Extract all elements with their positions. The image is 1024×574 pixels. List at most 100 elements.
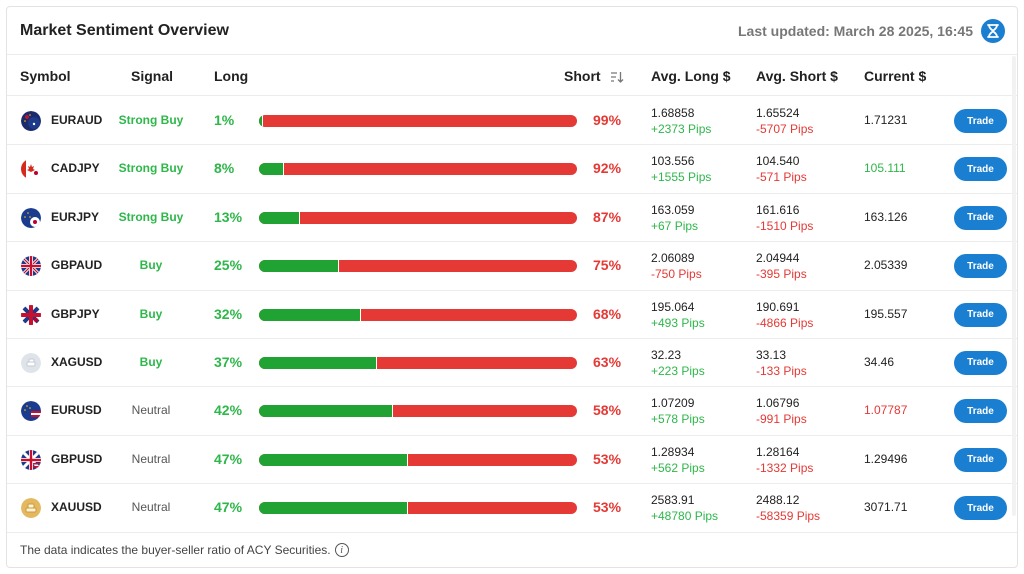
signal-label: Strong Buy <box>118 113 184 127</box>
col-short[interactable]: Short <box>564 68 624 84</box>
avg-long-pips: +493 Pips <box>651 315 705 330</box>
avg-long-cell: 195.064 +493 Pips <box>651 299 705 331</box>
long-bar-fill <box>259 356 377 369</box>
trade-button[interactable]: Trade <box>954 254 1007 279</box>
avg-long-pips: +1555 Pips <box>651 170 712 185</box>
avg-short-pips: -4866 Pips <box>756 315 814 330</box>
hourglass-icon[interactable] <box>981 19 1005 43</box>
signal-label: Neutral <box>131 451 171 466</box>
long-bar-fill <box>259 308 361 321</box>
trade-button[interactable]: Trade <box>954 496 1007 521</box>
avg-long-cell: 1.28934 +562 Pips <box>651 444 705 476</box>
current-price: 1.29496 <box>864 451 908 466</box>
symbol-label[interactable]: XAGUSD <box>51 354 103 369</box>
table-row: XAGUSD Buy 37% 63% 32.23 +223 Pips 33.13 -133 P… <box>7 339 1017 388</box>
trade-button[interactable]: Trade <box>954 350 1007 375</box>
gold-icon <box>21 498 41 519</box>
sort-icon[interactable] <box>610 71 624 84</box>
col-long: Long <box>214 68 249 84</box>
long-bar-fill <box>259 502 409 515</box>
short-percent: 53% <box>593 499 622 516</box>
col-symbol: Symbol <box>20 68 71 84</box>
avg-long-price: 2583.91 <box>651 493 695 508</box>
signal-label: Strong Buy <box>118 161 184 176</box>
sentiment-table-body: EURAUD Strong Buy 1% 99% 1.68858 +2373 Pips 1.… <box>7 97 1017 533</box>
eur-usd-flag-icon <box>21 401 41 422</box>
table-row: EURAUD Strong Buy 1% 99% 1.68858 +2373 Pips 1.… <box>7 97 1017 146</box>
col-signal: Signal <box>131 68 174 84</box>
current-price: 163.126 <box>864 209 908 224</box>
short-percent: 92% <box>593 160 622 177</box>
avg-short-cell: 190.691 -4866 Pips <box>756 299 813 331</box>
long-percent: 1% <box>214 112 235 128</box>
long-percent: 42% <box>214 402 243 419</box>
avg-long-pips: +223 Pips <box>651 363 705 378</box>
avg-long-pips: +67 Pips <box>651 218 699 233</box>
avg-long-price: 195.064 <box>651 299 695 314</box>
trade-button[interactable]: Trade <box>954 302 1007 327</box>
symbol-label[interactable]: EURUSD <box>51 403 102 418</box>
sentiment-bar <box>259 260 577 273</box>
sentiment-bar <box>259 502 577 515</box>
symbol-label[interactable]: GBPAUD <box>51 258 103 273</box>
symbol-label[interactable]: EURAUD <box>51 113 103 127</box>
col-avg-short: Avg. Short $ <box>756 68 838 84</box>
trade-button[interactable]: Trade <box>954 205 1007 230</box>
trade-button[interactable]: Trade <box>954 109 1007 133</box>
symbol-label[interactable]: XAUUSD <box>51 500 102 515</box>
sentiment-bar <box>259 115 577 127</box>
card-header: Market Sentiment Overview Last updated: … <box>7 7 1017 55</box>
sentiment-bar <box>259 356 577 369</box>
signal-label: Neutral <box>131 500 171 515</box>
sentiment-bar <box>259 163 577 176</box>
avg-short-cell: 33.13 -133 Pips <box>756 347 807 379</box>
short-percent: 63% <box>593 353 622 370</box>
footer-text: The data indicates the buyer-seller rati… <box>20 543 331 557</box>
table-row: GBPUSD Neutral 47% 53% 1.28934 +562 Pips 1.281… <box>7 436 1017 485</box>
avg-long-cell: 163.059 +67 Pips <box>651 202 698 234</box>
long-bar-fill <box>259 453 409 466</box>
avg-long-price: 1.68858 <box>651 106 695 120</box>
short-percent: 75% <box>593 257 622 274</box>
avg-short-price: 2488.12 <box>756 493 800 508</box>
trade-button[interactable]: Trade <box>954 157 1007 182</box>
col-current: Current $ <box>864 68 927 84</box>
avg-long-price: 103.556 <box>651 154 695 169</box>
avg-short-pips: -571 Pips <box>756 170 807 185</box>
long-percent: 32% <box>214 305 243 322</box>
avg-short-price: 1.65524 <box>756 106 800 120</box>
avg-short-cell: 2488.12 -58359 Pips <box>756 492 820 524</box>
avg-long-cell: 2.06089 -750 Pips <box>651 250 702 282</box>
current-price: 105.111 <box>864 161 906 176</box>
current-price: 3071.71 <box>864 500 908 515</box>
long-percent: 13% <box>214 208 243 225</box>
avg-short-price: 104.540 <box>756 154 800 169</box>
long-bar-fill <box>259 163 285 176</box>
avg-long-cell: 103.556 +1555 Pips <box>651 153 711 185</box>
short-percent: 58% <box>593 402 622 419</box>
trade-button[interactable]: Trade <box>954 399 1007 424</box>
avg-long-cell: 32.23 +223 Pips <box>651 347 705 379</box>
gbp-jpy-flag-icon <box>21 304 41 325</box>
symbol-label[interactable]: EURJPY <box>51 209 100 224</box>
symbol-label[interactable]: CADJPY <box>51 161 100 176</box>
scrollbar[interactable] <box>1012 56 1016 516</box>
market-sentiment-card: Market Sentiment Overview Last updated: … <box>6 6 1018 568</box>
short-percent: 99% <box>593 112 622 128</box>
signal-label: Buy <box>139 258 163 273</box>
avg-long-pips: +48780 Pips <box>651 509 719 524</box>
table-header: Symbol Signal Long Short Avg. Long $ Avg… <box>7 56 1017 96</box>
trade-button[interactable]: Trade <box>954 447 1007 472</box>
avg-long-cell: 1.07209 +578 Pips <box>651 395 705 427</box>
col-short-label: Short <box>564 68 601 84</box>
col-avg-long: Avg. Long $ <box>651 68 731 84</box>
avg-short-price: 161.616 <box>756 202 800 217</box>
avg-long-pips: +578 Pips <box>651 412 705 427</box>
long-bar-fill <box>259 115 263 127</box>
symbol-label[interactable]: GBPJPY <box>51 306 100 321</box>
info-icon[interactable]: i <box>334 543 349 557</box>
avg-short-cell: 1.65524 -5707 Pips <box>756 105 813 137</box>
short-percent: 87% <box>593 208 622 225</box>
symbol-label[interactable]: GBPUSD <box>51 451 103 466</box>
current-price: 1.71231 <box>864 113 908 127</box>
